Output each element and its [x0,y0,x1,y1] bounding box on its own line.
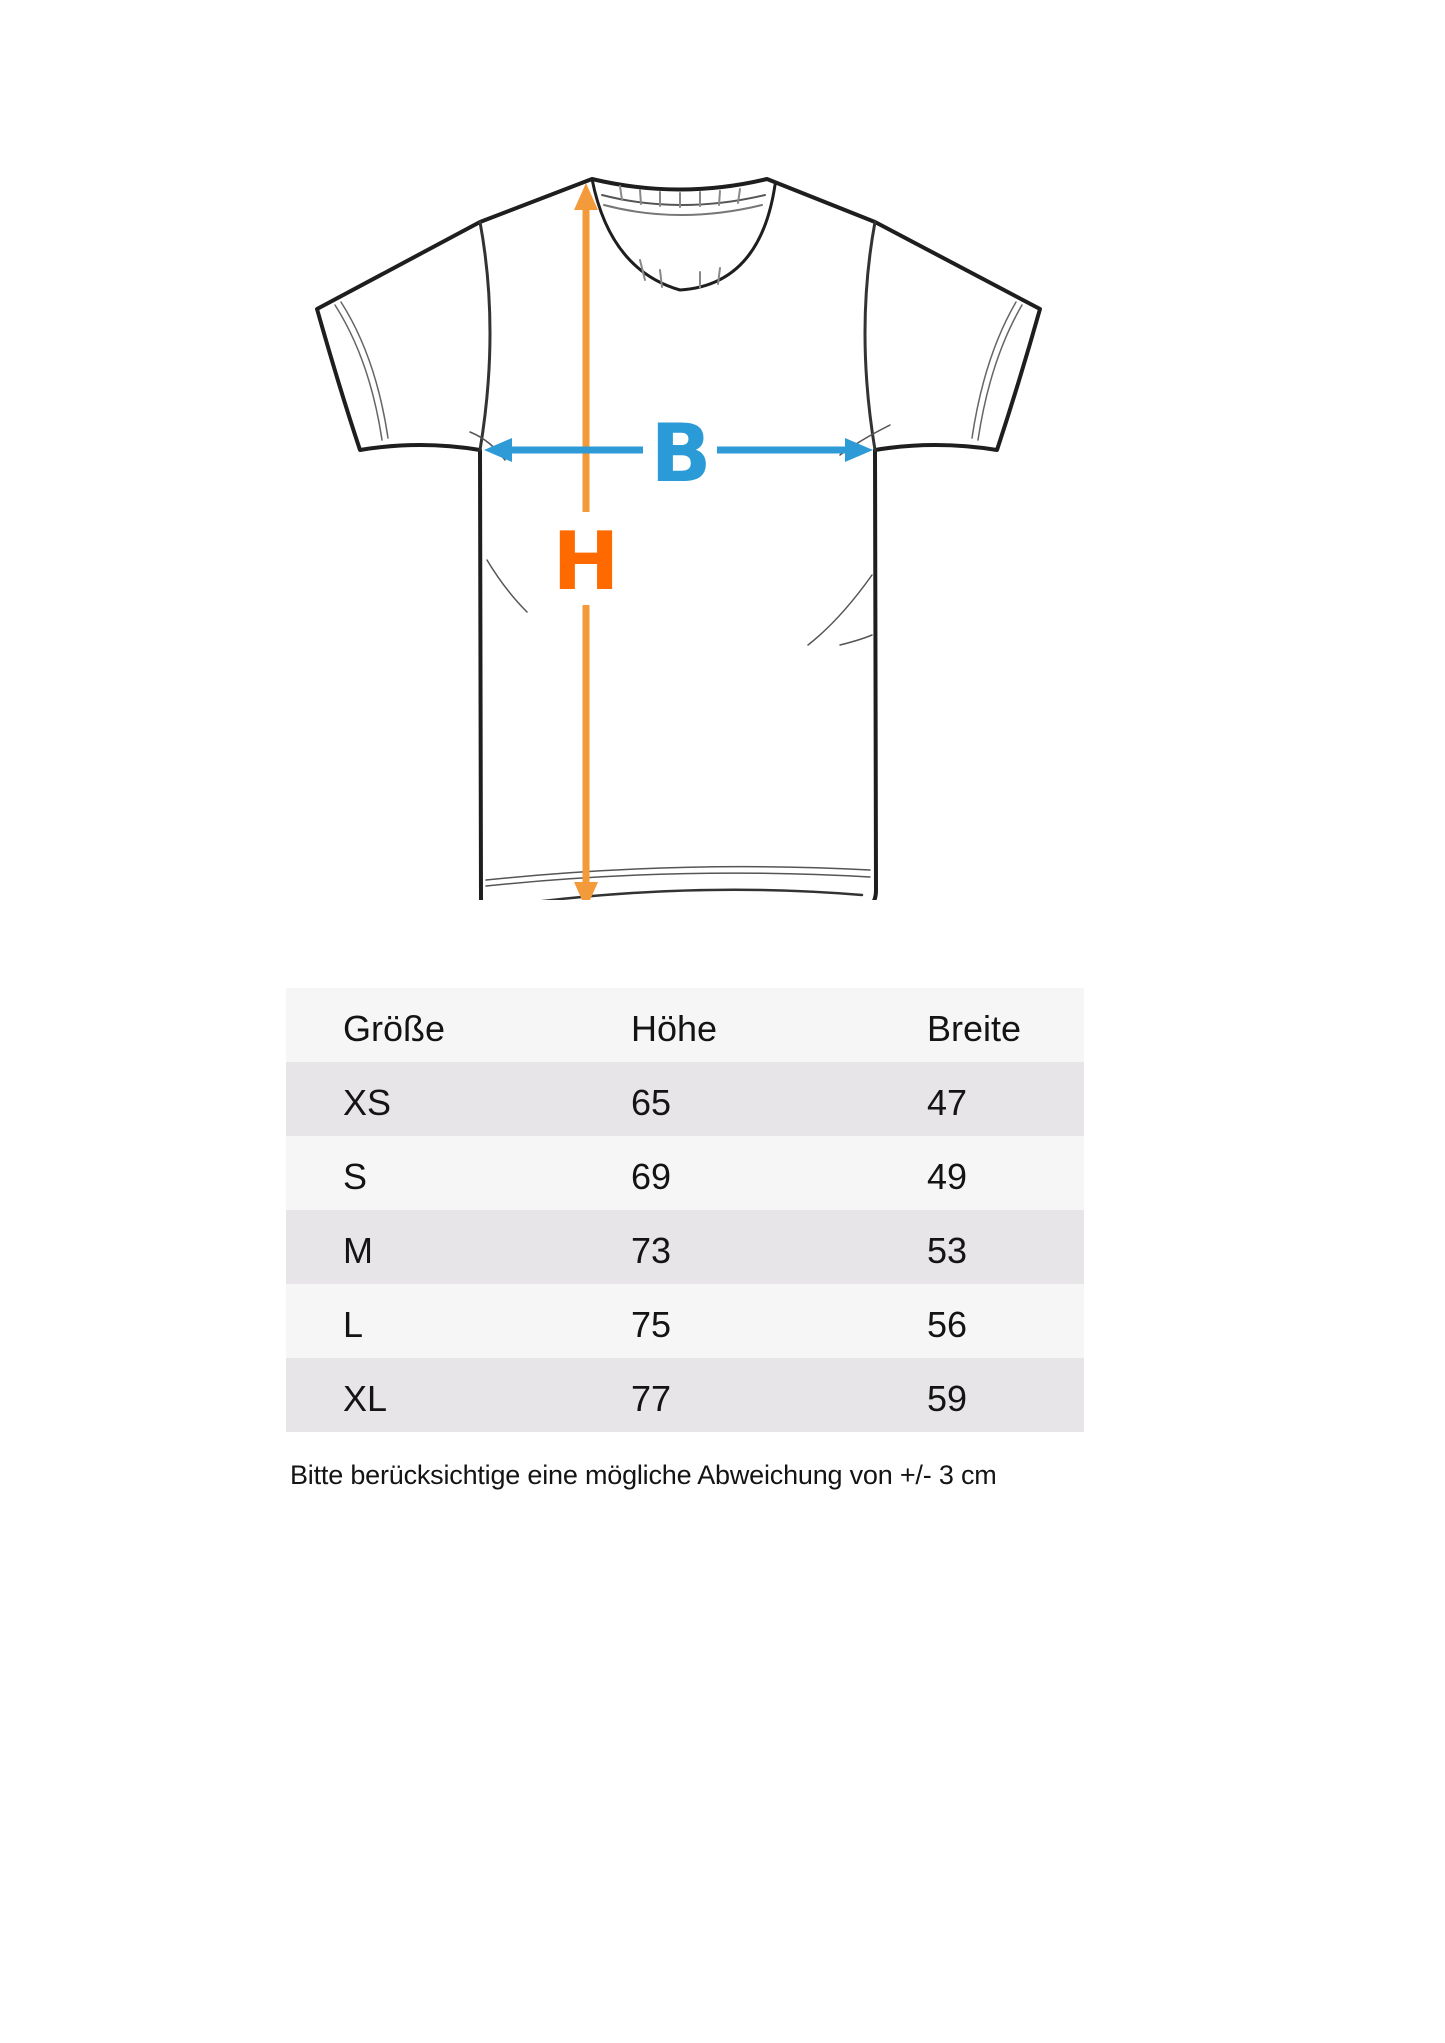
tshirt-size-diagram: H B [315,177,1042,900]
cell-width: 49 [927,1156,968,1197]
cell-size: S [343,1156,368,1197]
cell-size: XS [343,1082,392,1123]
cell-size: M [343,1230,373,1271]
cell-size: XL [343,1378,388,1419]
arrowhead-left-icon [484,438,512,462]
cell-size: L [343,1304,364,1345]
table-row: M 73 53 [286,1210,1084,1284]
height-arrow [574,183,598,900]
header-size: Größe [343,1008,446,1049]
cell-width: 59 [927,1378,968,1419]
header-height: Höhe [631,1008,718,1049]
table-row: XS 65 47 [286,1062,1084,1136]
arrowhead-up-icon [574,183,598,210]
table-row: XL 77 59 [286,1358,1084,1432]
cell-height: 65 [631,1082,672,1123]
arrowhead-down-icon [574,882,598,900]
table-header-row: Größe Höhe Breite [286,988,1084,1062]
cell-height: 73 [631,1230,672,1271]
arrowhead-right-icon [845,438,873,462]
tshirt-outline [315,177,1042,900]
cell-width: 47 [927,1082,968,1123]
cell-height: 75 [631,1304,672,1345]
cell-width: 53 [927,1230,968,1271]
table-row: S 69 49 [286,1136,1084,1210]
size-table: Größe Höhe Breite XS 65 47 S 69 49 M 73 … [286,988,1084,1432]
header-width: Breite [927,1008,1022,1049]
cell-width: 56 [927,1304,968,1345]
height-label: H [553,515,620,608]
cell-height: 69 [631,1156,672,1197]
width-label: B [651,407,712,500]
table-row: L 75 56 [286,1284,1084,1358]
tolerance-note: Bitte berücksichtige eine mögliche Abwei… [290,1460,997,1490]
cell-height: 77 [631,1378,672,1419]
width-arrow [484,438,873,462]
